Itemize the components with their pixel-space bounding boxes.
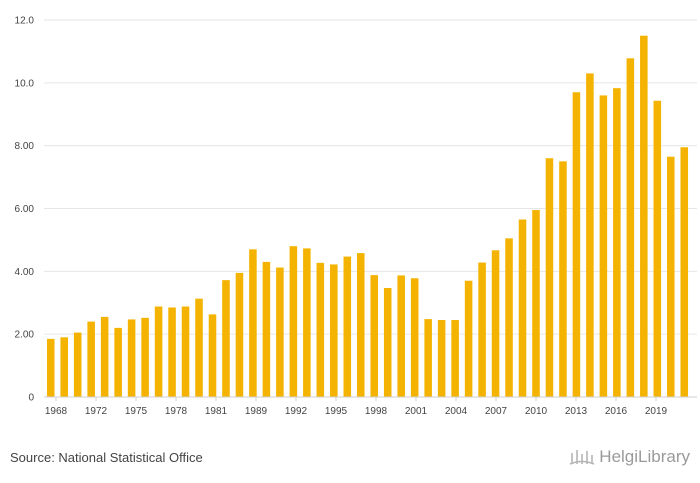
y-tick-label: 2.00 — [15, 330, 35, 341]
y-tick-label: 4.00 — [15, 267, 35, 278]
x-tick-label: 2007 — [485, 406, 508, 417]
y-tick-label: 6.00 — [15, 204, 35, 215]
bar[interactable] — [599, 95, 608, 398]
source-label: Source: National Statistical Office — [10, 450, 203, 465]
y-tick-label: 12.0 — [15, 16, 35, 27]
bar[interactable] — [451, 320, 459, 397]
bar[interactable] — [60, 337, 68, 397]
bar[interactable] — [276, 267, 284, 397]
x-tick-label: 1995 — [325, 406, 348, 417]
x-tick-label: 2004 — [445, 406, 468, 417]
bar[interactable] — [356, 253, 365, 397]
x-tick-label: 1968 — [45, 406, 68, 417]
bar[interactable] — [464, 280, 473, 397]
x-tick-label: 2019 — [645, 406, 668, 417]
bar[interactable] — [100, 316, 109, 397]
bar[interactable] — [249, 249, 257, 397]
x-tick-labels: 1968 1972 1975 1978 1981 1989 1992 1995 1998 2001… — [45, 397, 668, 417]
bar[interactable] — [289, 246, 298, 397]
bar[interactable] — [262, 261, 271, 397]
x-tick-label: 1981 — [205, 406, 228, 417]
bar[interactable] — [330, 264, 338, 397]
bar[interactable] — [235, 272, 244, 397]
bar[interactable] — [87, 321, 95, 397]
bar[interactable] — [154, 306, 163, 397]
x-tick-label: 1972 — [85, 406, 108, 417]
bar[interactable] — [626, 58, 635, 397]
bar[interactable] — [680, 147, 689, 397]
helgi-library-logo-text: HelgiLibrary — [599, 447, 690, 466]
bar[interactable] — [141, 317, 149, 397]
bar[interactable] — [370, 275, 379, 397]
x-tick-label: 2016 — [605, 406, 628, 417]
x-tick-label: 2001 — [405, 406, 428, 417]
y-tick-labels: 0 2.00 4.00 6.00 8.00 10.0 12.0 — [15, 16, 35, 404]
y-tick-label: 0 — [28, 393, 34, 404]
bar[interactable] — [316, 262, 325, 397]
bar[interactable] — [545, 158, 554, 397]
bar[interactable] — [195, 298, 203, 397]
bar[interactable] — [383, 287, 392, 397]
bar[interactable] — [303, 248, 311, 397]
bar[interactable] — [478, 262, 486, 397]
bar[interactable] — [559, 161, 567, 398]
bar[interactable] — [437, 320, 446, 397]
x-tick-label: 1989 — [245, 406, 268, 417]
bar[interactable] — [208, 314, 217, 397]
bars — [46, 35, 689, 398]
bar[interactable] — [343, 256, 352, 397]
bar[interactable] — [424, 319, 432, 397]
bar[interactable] — [532, 210, 540, 397]
bar[interactable] — [518, 219, 527, 398]
x-tick-label: 1998 — [365, 406, 388, 417]
bar[interactable] — [491, 250, 500, 397]
x-tick-label: 2013 — [565, 406, 588, 417]
bar[interactable] — [181, 306, 190, 397]
bar[interactable] — [127, 319, 136, 397]
bar[interactable] — [667, 156, 675, 397]
x-tick-label: 1978 — [165, 406, 188, 417]
bar[interactable] — [73, 332, 82, 397]
bar[interactable] — [640, 35, 648, 398]
helgi-library-logo[interactable]: HelgiLibrary — [569, 447, 690, 467]
bar[interactable] — [653, 100, 662, 398]
bar[interactable] — [410, 278, 419, 397]
bar[interactable] — [46, 338, 55, 397]
bar[interactable] — [168, 307, 176, 397]
bar[interactable] — [586, 73, 594, 397]
x-tick-label: 1992 — [285, 406, 308, 417]
y-tick-label: 10.0 — [15, 78, 35, 89]
bar[interactable] — [222, 280, 230, 397]
bar[interactable] — [572, 92, 581, 397]
x-tick-label: 1975 — [125, 406, 148, 417]
y-tick-label: 8.00 — [15, 141, 35, 152]
bar[interactable] — [114, 327, 122, 397]
bar[interactable] — [613, 88, 621, 398]
x-tick-label: 2010 — [525, 406, 548, 417]
bar[interactable] — [505, 238, 513, 397]
helgi-library-logo-icon — [569, 450, 595, 465]
bar[interactable] — [397, 275, 405, 397]
